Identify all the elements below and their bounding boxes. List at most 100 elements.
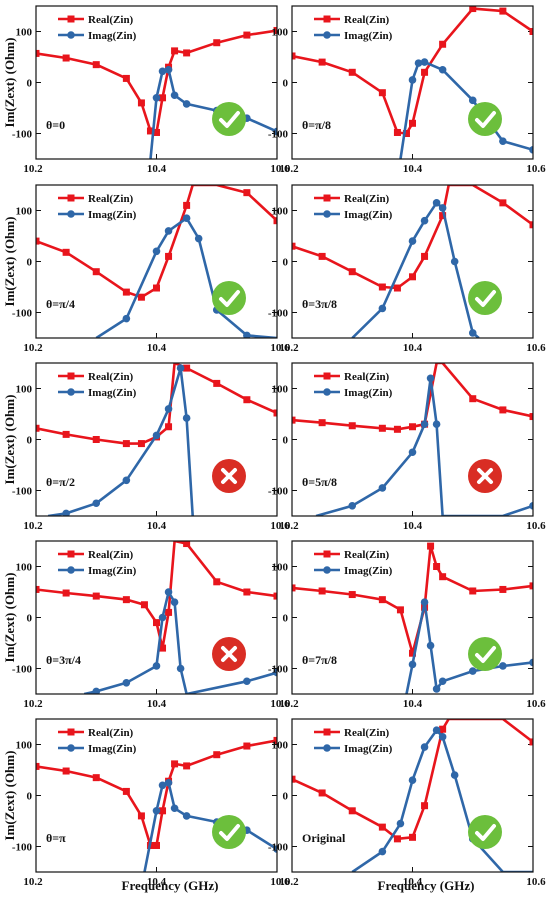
real-point <box>62 54 70 62</box>
legend-imag-label: Imag(Zin) <box>88 387 137 399</box>
real-point <box>409 649 416 657</box>
real-point <box>153 128 160 136</box>
imag-point <box>426 641 435 650</box>
plot-area <box>36 363 277 516</box>
imag-point <box>420 598 429 606</box>
x-tick-label: 10.4 <box>403 163 423 175</box>
real-series-line <box>292 544 533 655</box>
x-tick-label: 10.4 <box>147 698 167 710</box>
legend-real-label: Real(Zin) <box>88 14 134 26</box>
badge-circle <box>468 637 502 671</box>
imag-point <box>408 776 417 784</box>
real-point <box>213 578 221 586</box>
badge-circle <box>212 815 246 849</box>
imag-point <box>432 685 441 693</box>
real-series-line <box>292 363 533 431</box>
real-point <box>402 130 410 137</box>
plot-area <box>292 542 533 694</box>
real-series-line <box>292 7 533 135</box>
legend-imag-label: Imag(Zin) <box>88 209 137 221</box>
x-tick-label: 10.2 <box>23 342 43 354</box>
imag-point <box>468 667 477 675</box>
x-axis-label: Frequency (GHz) <box>122 878 219 893</box>
legend-imag-marker <box>67 744 75 752</box>
real-point <box>165 608 173 616</box>
plot-area <box>292 719 533 872</box>
theta-label: θ=π/2 <box>46 475 75 489</box>
plot-frame <box>35 540 278 695</box>
real-point <box>146 127 154 135</box>
legend: Real(Zin) Imag(Zin) <box>314 371 393 399</box>
y-tick-label: 100 <box>16 562 33 574</box>
imag-point <box>152 431 161 440</box>
imag-point <box>348 502 357 510</box>
imag-point <box>408 76 417 84</box>
imag-point <box>378 847 387 856</box>
real-point <box>409 119 416 127</box>
imag-point <box>92 499 101 508</box>
legend-real-label: Real(Zin) <box>344 549 390 561</box>
check-mark <box>219 824 240 841</box>
plot-area <box>292 363 533 516</box>
legend-real-marker <box>67 550 75 558</box>
legend-real-marker <box>67 728 75 736</box>
imag-point <box>164 65 173 74</box>
plot-area <box>292 6 533 159</box>
real-point <box>36 585 40 593</box>
y-axis-label: Im(Zext) (Ohm) <box>2 217 17 307</box>
real-point <box>122 787 130 795</box>
imag-point <box>182 812 191 820</box>
badge-circle <box>468 102 502 136</box>
y-tick-label: 0 <box>27 791 33 803</box>
y-axis-label: Im(Zext) (Ohm) <box>2 573 17 663</box>
real-point <box>273 736 277 744</box>
real-point <box>62 589 70 597</box>
imag-point <box>170 91 179 100</box>
legend-imag-marker <box>323 31 331 39</box>
imag-point <box>432 420 441 428</box>
real-point <box>122 74 130 82</box>
real-point <box>427 542 435 550</box>
real-point <box>213 751 221 759</box>
imag-point <box>468 329 477 337</box>
legend-real-marker <box>323 194 331 202</box>
real-series-line <box>36 363 277 445</box>
y-tick-label: 0 <box>283 78 289 90</box>
real-point <box>529 28 533 35</box>
real-point <box>171 760 179 768</box>
legend-real-label: Real(Zin) <box>88 193 134 205</box>
real-series-line <box>292 719 533 841</box>
real-point <box>409 833 416 841</box>
real-point <box>165 252 173 260</box>
imag-point <box>408 448 417 457</box>
chart-panel: 100 0 -100 10.2 10.4 10.6 Real(Zin) Imag(Zin) θ=… <box>12 362 290 532</box>
real-point <box>348 68 356 76</box>
badge-circle <box>212 102 246 136</box>
real-point <box>348 422 356 430</box>
check-mark <box>475 824 496 841</box>
y-tick-label: -100 <box>12 664 33 676</box>
real-point <box>273 217 277 225</box>
legend-imag-marker <box>67 566 75 574</box>
plot-frame <box>291 540 534 695</box>
imag-point <box>378 484 387 492</box>
legend-real-marker <box>67 194 75 202</box>
legend-real-label: Real(Zin) <box>344 727 390 739</box>
real-point <box>122 288 130 296</box>
imag-point <box>438 65 447 74</box>
x-tick-label: 10.6 <box>270 520 290 532</box>
chart-panel: 100 0 -100 10.2 10.4 10.6 Real(Zin) Imag(Zin) θ=… <box>12 718 290 888</box>
legend-imag-marker <box>323 566 331 574</box>
real-point <box>318 58 326 66</box>
x-tick-label: 10.2 <box>23 876 43 888</box>
real-point <box>153 284 160 292</box>
cross-icon <box>212 637 246 671</box>
real-point <box>409 273 416 281</box>
legend-imag-marker <box>323 744 331 752</box>
x-tick-label: 10.4 <box>147 876 167 888</box>
real-series-line <box>36 29 277 134</box>
y-tick-label: 100 <box>16 740 33 752</box>
legend-imag-label: Imag(Zin) <box>344 743 393 755</box>
real-point <box>292 775 296 783</box>
legend-imag-label: Imag(Zin) <box>344 30 393 42</box>
